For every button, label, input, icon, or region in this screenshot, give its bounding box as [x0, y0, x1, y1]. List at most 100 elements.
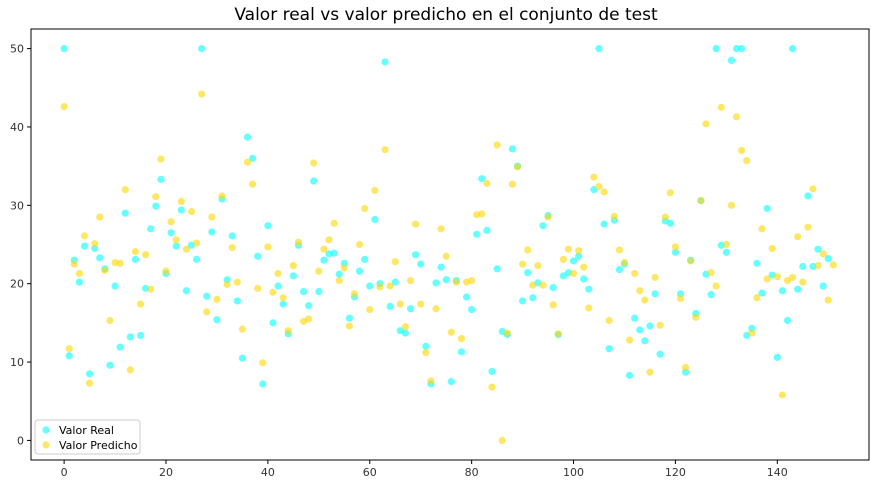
data-point [518, 260, 527, 268]
data-point [65, 345, 73, 353]
data-point [483, 226, 491, 234]
data-point [325, 236, 333, 244]
data-point [809, 185, 817, 193]
data-point [646, 322, 654, 330]
data-point [529, 281, 537, 289]
data-point [559, 255, 567, 263]
data-point [524, 269, 532, 277]
data-point [717, 103, 725, 111]
data-point [396, 300, 404, 308]
data-point [248, 154, 257, 162]
data-point [106, 361, 114, 369]
data-point [488, 367, 496, 376]
data-point [447, 328, 455, 336]
data-point [702, 120, 710, 128]
data-point [529, 294, 537, 302]
data-point [289, 272, 297, 280]
data-point [707, 269, 715, 277]
data-point [656, 321, 664, 329]
data-point [218, 192, 226, 200]
series-valor-real [60, 44, 832, 388]
data-point [666, 219, 674, 227]
data-point [661, 213, 669, 221]
data-point [361, 255, 369, 263]
data-point [452, 278, 460, 286]
data-point [233, 278, 241, 286]
data-point [595, 44, 603, 53]
data-point [152, 193, 160, 201]
data-point [692, 313, 700, 321]
data-point [345, 314, 353, 322]
data-point [335, 276, 343, 285]
data-point [753, 294, 761, 302]
plot-frame [30, 28, 870, 461]
data-point [131, 247, 140, 256]
data-point [213, 316, 221, 324]
data-point [575, 252, 583, 260]
data-point [96, 213, 104, 221]
data-point [631, 314, 639, 322]
data-point [732, 113, 741, 121]
data-point [564, 245, 573, 253]
data-point [651, 273, 659, 282]
data-point [279, 300, 287, 308]
data-point [671, 248, 680, 256]
data-point [305, 302, 313, 310]
data-point [213, 295, 221, 303]
data-point [824, 296, 832, 304]
data-point [106, 316, 114, 325]
data-point [437, 263, 445, 271]
data-point [121, 209, 129, 217]
data-point [580, 263, 588, 271]
data-point [753, 259, 761, 267]
data-point [442, 276, 450, 284]
y-tick-label: 0 [17, 434, 24, 447]
data-point [641, 296, 649, 304]
data-point [758, 225, 766, 233]
data-point [345, 322, 353, 330]
data-point [60, 102, 68, 111]
data-point [182, 245, 190, 253]
data-point [116, 259, 124, 267]
data-point [585, 285, 593, 293]
data-point [498, 436, 506, 445]
data-point [478, 210, 486, 218]
data-point [671, 243, 680, 251]
data-point [814, 262, 822, 270]
data-point [758, 289, 766, 297]
data-point [284, 327, 292, 335]
data-point [682, 363, 690, 372]
data-point [697, 197, 705, 205]
data-point [198, 90, 206, 98]
data-point [203, 292, 211, 300]
y-tick-label: 40 [10, 121, 24, 134]
data-point [157, 155, 165, 163]
data-point [442, 252, 450, 260]
data-point [722, 248, 730, 256]
data-point [274, 269, 282, 278]
data-point [783, 316, 792, 325]
data-point [666, 189, 674, 197]
data-point [422, 342, 430, 350]
data-point [381, 58, 389, 66]
data-point [539, 222, 547, 230]
data-point [646, 368, 654, 376]
data-point [422, 349, 430, 357]
data-point [203, 308, 211, 316]
data-point [605, 316, 613, 325]
data-point [483, 179, 491, 187]
data-point [534, 262, 542, 270]
data-point [778, 287, 786, 295]
x-tick-label: 100 [563, 466, 584, 479]
data-point [513, 163, 522, 171]
data-point [432, 305, 440, 313]
data-point [208, 228, 216, 236]
data-point [401, 329, 410, 337]
data-point [167, 229, 175, 237]
legend: Valor Real Valor Predicho [34, 419, 141, 455]
data-point [610, 212, 618, 220]
data-point [508, 145, 517, 153]
data-point [590, 173, 598, 181]
data-point [457, 348, 466, 356]
data-point [85, 379, 94, 387]
